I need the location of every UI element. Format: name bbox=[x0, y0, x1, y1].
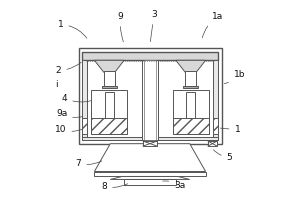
Bar bbox=[79, 48, 221, 144]
Bar bbox=[105, 92, 114, 118]
Bar bbox=[82, 137, 142, 140]
Bar bbox=[102, 86, 117, 88]
Text: 10: 10 bbox=[55, 125, 83, 134]
Text: 1: 1 bbox=[220, 125, 240, 134]
Bar bbox=[213, 118, 218, 134]
Text: 4: 4 bbox=[62, 94, 91, 103]
Text: 1b: 1b bbox=[224, 70, 245, 84]
Bar bbox=[82, 118, 87, 134]
Text: 9a: 9a bbox=[56, 109, 83, 118]
Bar bbox=[104, 71, 115, 86]
Bar bbox=[142, 60, 158, 140]
Text: 1a: 1a bbox=[202, 12, 223, 38]
Text: i: i bbox=[55, 80, 58, 89]
Bar bbox=[208, 141, 217, 146]
Bar bbox=[183, 86, 198, 88]
Bar bbox=[92, 90, 127, 134]
Text: 9: 9 bbox=[117, 12, 123, 42]
Text: 3a: 3a bbox=[163, 181, 185, 190]
Bar bbox=[173, 118, 208, 134]
Bar bbox=[82, 52, 218, 60]
Text: 7: 7 bbox=[76, 159, 102, 168]
Bar bbox=[213, 60, 218, 140]
Bar bbox=[158, 137, 218, 140]
Polygon shape bbox=[94, 144, 206, 171]
Text: 2: 2 bbox=[56, 62, 81, 75]
Polygon shape bbox=[110, 176, 190, 179]
Text: 1: 1 bbox=[58, 20, 87, 38]
Bar bbox=[185, 71, 196, 86]
Bar bbox=[143, 141, 157, 146]
Bar bbox=[82, 52, 218, 140]
Text: 5: 5 bbox=[213, 150, 232, 162]
Bar bbox=[124, 179, 176, 185]
Text: 8: 8 bbox=[101, 182, 128, 191]
Bar bbox=[82, 60, 87, 140]
Bar bbox=[144, 60, 156, 140]
Bar bbox=[92, 118, 127, 134]
Polygon shape bbox=[94, 60, 124, 72]
Bar bbox=[94, 171, 206, 176]
Polygon shape bbox=[176, 60, 206, 72]
Text: 3: 3 bbox=[150, 10, 157, 42]
Bar bbox=[173, 90, 208, 134]
Bar bbox=[186, 92, 195, 118]
